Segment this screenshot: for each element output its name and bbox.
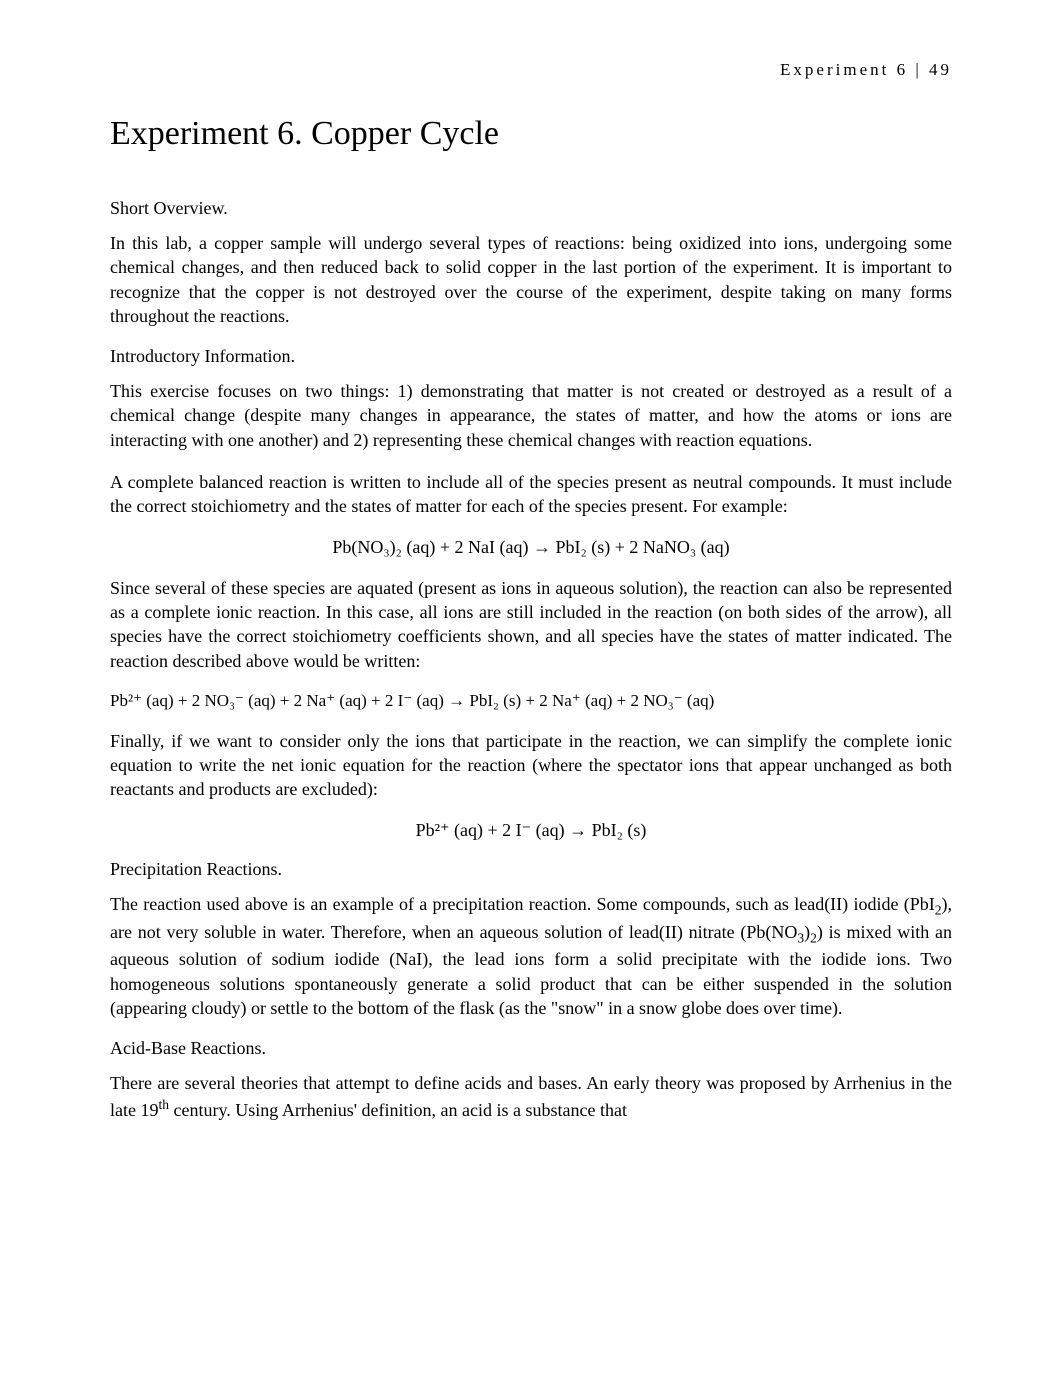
acidbase-paragraph: There are several theories that attempt … <box>110 1071 952 1122</box>
superscript: th <box>158 1097 169 1112</box>
precip-paragraph: The reaction used above is an example of… <box>110 892 952 1021</box>
subscript: 2 <box>810 930 817 945</box>
text-fragment: The reaction used above is an example of… <box>110 894 935 914</box>
term-complete-ionic: complete ionic reaction <box>144 602 315 622</box>
overview-paragraph: In this lab, a copper sample will underg… <box>110 231 952 328</box>
intro-paragraph-4: Finally, if we want to consider only the… <box>110 729 952 802</box>
text-fragment: century. Using Arrhenius' definition, an… <box>169 1100 627 1120</box>
page-header: Experiment 6 | 49 <box>110 60 952 80</box>
intro-paragraph-2: A complete balanced reaction is written … <box>110 470 952 519</box>
section-heading-overview: Short Overview. <box>110 198 952 219</box>
section-heading-acidbase: Acid-Base Reactions. <box>110 1038 952 1059</box>
section-heading-precip: Precipitation Reactions. <box>110 859 952 880</box>
intro-paragraph-1: This exercise focuses on two things: 1) … <box>110 379 952 452</box>
equation-3: Pb²⁺ (aq) + 2 I⁻ (aq) → PbI₂ (s) <box>110 820 952 841</box>
term-complete-balanced: complete balanced reaction <box>128 472 327 492</box>
equation-2: Pb²⁺ (aq) + 2 NO₃⁻ (aq) + 2 Na⁺ (aq) + 2… <box>110 691 952 711</box>
section-heading-intro: Introductory Information. <box>110 346 952 367</box>
subscript: 2 <box>935 902 942 917</box>
intro-paragraph-3: Since several of these species are aquat… <box>110 576 952 673</box>
document-page: Experiment 6 | 49 Experiment 6. Copper C… <box>0 0 1062 1377</box>
term-net-ionic: net ionic equation <box>271 755 404 775</box>
text-fragment: A <box>110 472 128 492</box>
page-title: Experiment 6. Copper Cycle <box>110 115 952 153</box>
equation-1: Pb(NO₃)₂ (aq) + 2 NaI (aq) → PbI₂ (s) + … <box>110 537 952 558</box>
